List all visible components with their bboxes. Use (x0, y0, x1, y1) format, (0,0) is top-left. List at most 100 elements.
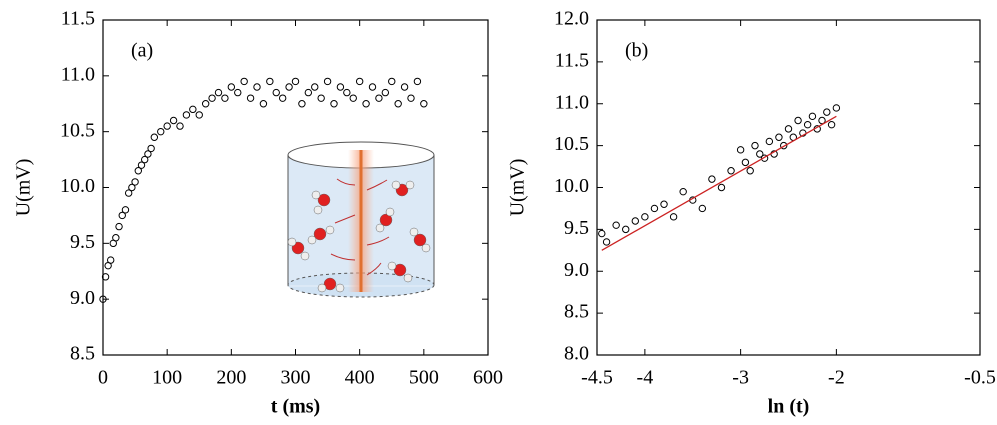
data-point (631, 217, 639, 225)
data-point (304, 88, 313, 97)
x-tick-label: 0 (98, 367, 108, 389)
data-point (375, 94, 383, 102)
data-point (355, 77, 364, 86)
data-point (349, 94, 357, 102)
x-tick-label: -4 (637, 367, 654, 389)
y-tick-label: 8.5 (70, 343, 95, 365)
panel-label: (b) (625, 40, 648, 62)
y-tick-label: 9.5 (564, 217, 589, 239)
y-axis-label: U(mV) (13, 159, 35, 217)
data-point (698, 204, 707, 213)
data-point (112, 234, 120, 242)
y-tick-label: 11.5 (61, 8, 95, 30)
y-tick-label: 10.5 (60, 119, 95, 141)
data-point (832, 104, 841, 112)
y-tick-label: 12.0 (554, 8, 589, 30)
data-point (107, 256, 115, 264)
data-point (827, 120, 836, 129)
data-point (669, 213, 678, 221)
data-point (298, 100, 306, 108)
data-point (775, 133, 783, 141)
data-point (413, 77, 422, 86)
data-point (266, 77, 274, 86)
x-tick-label: -4.5 (581, 367, 613, 389)
data-point (407, 94, 415, 102)
data-point (602, 238, 611, 246)
data-point (679, 187, 687, 196)
x-tick-label: 200 (216, 367, 246, 389)
data-point (253, 83, 261, 91)
data-point (362, 100, 370, 108)
inset-illustration (287, 141, 435, 298)
data-point (823, 108, 831, 116)
plot-frame (596, 19, 981, 356)
data-point (741, 158, 750, 167)
data-point (368, 83, 377, 91)
x-tick-label: 100 (152, 367, 182, 389)
data-point (746, 167, 754, 175)
x-tick-label: -3 (732, 367, 749, 389)
data-point (622, 225, 630, 234)
data-point (736, 146, 745, 154)
x-tick-label: 500 (409, 367, 439, 389)
data-point (317, 94, 325, 102)
data-point (272, 88, 280, 97)
data-point (291, 77, 300, 86)
data-point (121, 206, 130, 214)
data-point (780, 141, 788, 150)
y-tick-label: 11.5 (555, 49, 589, 71)
data-point (147, 144, 155, 153)
y-tick-label: 10.0 (60, 175, 95, 197)
data-point (240, 77, 248, 86)
data-point (163, 122, 171, 130)
data-point (808, 112, 817, 121)
y-tick-label: 9.5 (70, 231, 95, 253)
data-point (394, 100, 402, 108)
data-point (751, 141, 759, 150)
data-point (124, 189, 133, 197)
data-point (641, 213, 649, 221)
data-point (727, 167, 735, 175)
data-point (144, 150, 152, 158)
data-point (708, 175, 716, 183)
data-point (343, 88, 351, 97)
molecules (287, 180, 431, 293)
data-point (246, 94, 255, 102)
y-tick-label: 10.5 (554, 133, 589, 155)
x-tick-label: 300 (281, 367, 311, 389)
data-point (259, 100, 268, 108)
data-point (330, 100, 338, 108)
data-point (784, 125, 793, 133)
y-axis-label: U(mV) (507, 159, 529, 217)
x-axis-label: ln (t) (768, 396, 810, 418)
y-tick-label: 11.0 (61, 63, 95, 85)
y-tick-label: 9.0 (564, 259, 589, 281)
data-point (131, 178, 139, 186)
panel-label: (a) (131, 40, 153, 62)
data-point (381, 88, 390, 97)
data-point (134, 167, 142, 175)
data-point (388, 77, 396, 86)
fit-line (601, 115, 837, 251)
x-tick-label: -0.5 (964, 367, 996, 389)
x-tick-label: 400 (345, 367, 375, 389)
data-point (150, 133, 159, 141)
data-point (278, 94, 287, 102)
data-point (660, 200, 668, 208)
x-tick-label: -2 (828, 367, 845, 389)
data-point (612, 221, 620, 229)
y-tick-label: 8.5 (564, 301, 589, 323)
data-point (137, 161, 146, 169)
data-point (128, 183, 136, 192)
data-point (400, 83, 409, 91)
data-point (717, 183, 726, 192)
x-tick-label: 600 (473, 367, 503, 389)
data-point (760, 154, 769, 162)
data-point (176, 122, 184, 130)
y-tick-label: 10.0 (554, 175, 589, 197)
data-point (650, 204, 659, 213)
x-axis-label: t (ms) (271, 396, 320, 418)
y-tick-label: 11.0 (555, 91, 589, 113)
